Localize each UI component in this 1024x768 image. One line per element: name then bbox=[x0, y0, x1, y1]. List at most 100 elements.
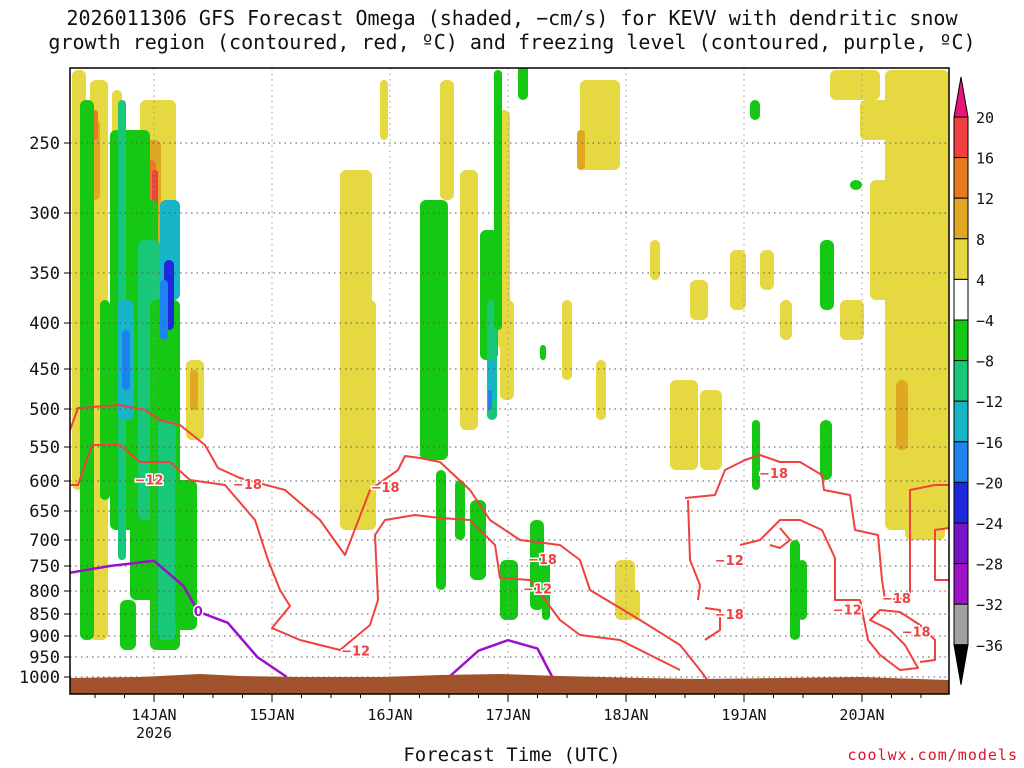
x-tick-label: 18JAN bbox=[603, 706, 648, 724]
omega-shade-cell bbox=[90, 80, 108, 640]
ground-surface bbox=[70, 674, 949, 694]
colorbar-swatch bbox=[953, 319, 969, 362]
contour-label: −18 bbox=[715, 608, 744, 623]
colorbar-swatch bbox=[953, 360, 969, 402]
omega-shade-cell bbox=[596, 360, 606, 420]
colorbar-swatch bbox=[953, 278, 969, 321]
omega-shade-cell bbox=[650, 240, 660, 280]
colorbar-label: 16 bbox=[976, 150, 994, 168]
contour-label: −12 bbox=[135, 474, 164, 489]
colorbar-legend: 20 16 12 8 4 −4 −8 −12 −16 −20 −24 −28 −32 −36 bbox=[953, 76, 1003, 685]
contour-label: −12 bbox=[523, 583, 552, 598]
colorbar-label: −4 bbox=[976, 312, 994, 330]
omega-shade-cell bbox=[500, 560, 518, 620]
colorbar-swatch bbox=[953, 400, 969, 443]
omega-shade-cell bbox=[820, 420, 832, 480]
omega-shade-cell bbox=[160, 280, 168, 340]
colorbar-label: −36 bbox=[976, 637, 1003, 655]
plot-frame bbox=[69, 67, 950, 695]
x-tick-label: 16JAN bbox=[367, 706, 412, 724]
y-tick-label: 350 bbox=[29, 264, 60, 284]
omega-shade-cell bbox=[750, 100, 760, 120]
colorbar-swatch bbox=[953, 157, 969, 199]
contours bbox=[70, 404, 949, 691]
snow-growth-contour bbox=[70, 444, 681, 671]
x-tick-sublabel: 2026 bbox=[136, 724, 172, 742]
omega-shade-cell bbox=[356, 300, 376, 530]
omega-shade-cell bbox=[752, 420, 760, 490]
colorbar-label: −12 bbox=[976, 393, 1003, 411]
colorbar-swatch bbox=[953, 441, 969, 483]
omega-shade-cell bbox=[690, 280, 708, 320]
colorbar-bottom-arrow bbox=[953, 644, 969, 685]
omega-shade-cell bbox=[455, 480, 465, 540]
omega-shade-cell bbox=[540, 345, 546, 360]
y-tick-label: 250 bbox=[29, 134, 60, 154]
omega-shade-cell bbox=[494, 70, 502, 330]
colorbar-label: −16 bbox=[976, 434, 1003, 452]
omega-shade-cell bbox=[670, 380, 698, 470]
x-tick-label: 17JAN bbox=[485, 706, 530, 724]
source-credit[interactable]: coolwx.com/models bbox=[847, 746, 1018, 764]
omega-shade-cell bbox=[700, 390, 722, 470]
omega-shade-cell bbox=[632, 590, 640, 620]
y-tick-label: 450 bbox=[29, 360, 60, 380]
omega-shade-cell bbox=[120, 600, 136, 650]
omega-shade-cell bbox=[797, 560, 807, 620]
omega-shade-cell bbox=[820, 240, 834, 310]
colorbar-label: −28 bbox=[976, 556, 1003, 574]
y-tick-label: 1000 bbox=[19, 668, 60, 688]
omega-shade-cell bbox=[80, 100, 94, 640]
x-axis-label: Forecast Time (UTC) bbox=[403, 744, 621, 766]
omega-shade-cell bbox=[460, 170, 478, 430]
colorbar-swatch bbox=[953, 238, 969, 280]
y-tick-label: 700 bbox=[29, 531, 60, 551]
colorbar-top-arrow bbox=[953, 76, 969, 118]
y-tick-label: 550 bbox=[29, 438, 60, 458]
omega-shade-cell bbox=[615, 560, 635, 620]
omega-shade-cell bbox=[780, 300, 792, 340]
y-tick-label: 750 bbox=[29, 557, 60, 577]
omega-shade-cell bbox=[840, 300, 864, 340]
omega-shade-cell bbox=[577, 130, 585, 170]
y-tick-label: 600 bbox=[29, 472, 60, 492]
omega-shade-cell bbox=[518, 68, 528, 100]
contour-label: −18 bbox=[759, 467, 788, 482]
omega-shade-cell bbox=[420, 200, 448, 460]
omega-shade-cell bbox=[830, 70, 880, 100]
y-tick-label: 400 bbox=[29, 314, 60, 334]
colorbar-label: −32 bbox=[976, 596, 1003, 614]
freezing-level-contour bbox=[448, 638, 554, 678]
omega-shade-cell bbox=[760, 250, 774, 290]
snow-growth-contour bbox=[687, 499, 701, 601]
colorbar-label: 4 bbox=[976, 271, 985, 289]
omega-shade-cell bbox=[380, 80, 388, 140]
colorbar-swatch bbox=[953, 522, 969, 565]
y-tick-label: 300 bbox=[29, 204, 60, 224]
colorbar-swatch bbox=[953, 603, 969, 646]
colorbar-label: −20 bbox=[976, 474, 1003, 492]
omega-shade-cell bbox=[562, 300, 572, 380]
omega-shade-cell bbox=[122, 330, 130, 390]
omega-shade-cell bbox=[100, 300, 110, 500]
y-tick-label: 800 bbox=[29, 582, 60, 602]
contour-label: −18 bbox=[882, 592, 911, 607]
snow-growth-contour bbox=[684, 454, 949, 601]
contour-label: −12 bbox=[715, 554, 744, 569]
omega-shade-cell bbox=[436, 470, 446, 590]
contour-label: −18 bbox=[233, 478, 262, 493]
y-tick-label: 900 bbox=[29, 627, 60, 647]
y-tick-label: 950 bbox=[29, 648, 60, 668]
snow-growth-contour bbox=[739, 519, 936, 671]
colorbar-swatch bbox=[953, 116, 969, 159]
colorbar-swatch bbox=[953, 197, 969, 240]
contour-label: 0 bbox=[194, 605, 203, 620]
x-tick-label: 14JAN bbox=[131, 706, 176, 724]
omega-shade-cell bbox=[488, 390, 492, 410]
omega-shade-cell bbox=[850, 180, 862, 190]
contour-label: −18 bbox=[902, 626, 931, 641]
colorbar-label: −24 bbox=[976, 515, 1003, 533]
omega-shade-cell bbox=[440, 80, 454, 200]
omega-shade-cell bbox=[580, 80, 620, 170]
